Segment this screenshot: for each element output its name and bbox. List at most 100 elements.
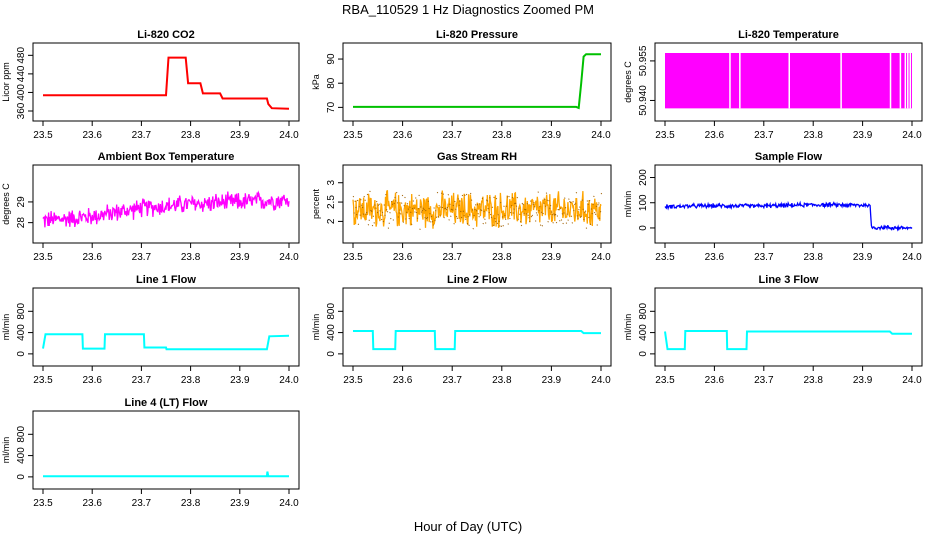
panel-data [353,53,601,110]
y-tick-label: 90 [326,53,337,65]
panel-pressure: Li-820 Pressure kPa 23.5 23.6 23.7 23.8 23.9 24… [311,29,612,141]
panel-title: Li-820 Pressure [436,29,518,41]
series-line-RH [352,190,602,229]
x-tick-label: 23.9 [853,375,873,386]
panel-line1: Line 1 Flow ml/min 23.5 23.6 23.7 23.8 23.9 24.… [1,274,300,386]
x-tick-label: 23.7 [132,252,152,263]
x-tick-label: 24.0 [591,130,611,141]
x-tick-label: 23.6 [82,252,102,263]
x-tick-label: 23.7 [442,252,462,263]
x-tick-label: 23.5 [343,252,363,263]
panel-frame [654,287,923,367]
panel-title: Li-820 CO2 [137,29,194,41]
panel-data [664,200,913,232]
y-tick-label: 29 [16,196,27,208]
panel-ylabel: degrees C [1,183,11,225]
y-tick-label: 0 [638,351,649,357]
panel-frame [32,410,300,490]
panel-title: Line 4 (LT) Flow [125,397,208,409]
x-tick-label: 23.9 [542,130,562,141]
y-tick-label: 800 [326,303,337,320]
series-line-Ambient [42,190,290,228]
series-line-Line4 [43,471,289,478]
panel-title: Ambient Box Temperature [98,151,235,163]
x-tick-label: 23.8 [492,252,512,263]
x-tick-label: 23.8 [181,375,201,386]
x-tick-label: 23.5 [655,130,675,141]
x-tick-label: 23.9 [230,252,250,263]
band-gap-1 [739,53,741,109]
band-gap-4 [889,53,892,109]
panel-ylabel: degrees C [623,61,633,103]
panel-data [43,471,289,478]
x-tick-label: 23.6 [705,252,725,263]
x-tick-label: 24.0 [902,252,922,263]
x-tick-label: 23.7 [754,252,774,263]
x-tick-label: 23.9 [542,252,562,263]
band-gap-5 [899,53,902,109]
band-gap-2 [788,53,790,109]
x-tick-label: 23.9 [853,130,873,141]
y-tick-label: 800 [16,303,27,320]
x-tick-label: 23.5 [343,130,363,141]
x-tick-label: 23.6 [82,130,102,141]
x-tick-label: 23.5 [33,375,53,386]
y-tick-label: 400 [326,324,337,341]
series-line-Line3 [664,330,912,351]
panel-ylabel: ml/min [623,191,633,218]
series-line-Pressure [353,53,601,110]
figure-title: RBA_110529 1 Hz Diagnostics Zoomed PM [342,2,594,17]
x-tick-label: 23.6 [82,375,102,386]
y-tick-label: 0 [16,351,27,357]
x-tick-label: 23.9 [230,130,250,141]
x-tick-label: 23.9 [230,498,250,509]
x-tick-label: 24.0 [279,375,299,386]
panel-ambient: Ambient Box Temperature degrees C 23.5 23.6… [1,151,300,263]
x-tick-label: 23.5 [33,130,53,141]
x-tick-label: 23.7 [132,130,152,141]
x-tick-label: 23.6 [393,130,413,141]
x-tick-label: 24.0 [902,375,922,386]
panel-frame [32,164,300,244]
panel-title: Line 3 Flow [759,274,819,286]
series-points-RH [352,190,603,230]
y-tick-label: 400 [638,324,649,341]
x-tick-label: 23.8 [803,130,823,141]
panel-frame [342,287,612,367]
x-tick-label: 23.5 [655,375,675,386]
y-tick-label: 360 [16,102,27,119]
panel-data [353,330,601,351]
panel-frame [654,42,923,122]
x-tick-label: 23.5 [655,252,675,263]
y-tick-label: 400 [16,84,27,101]
band-gap-6 [904,53,907,109]
band-gap-3 [840,53,842,109]
x-tick-label: 24.0 [279,498,299,509]
panel-data [42,190,290,228]
y-tick-label: 480 [16,47,27,64]
panel-data [42,333,290,351]
x-tick-label: 23.5 [33,498,53,509]
x-tick-label: 23.8 [181,252,201,263]
y-tick-label: 0 [638,225,649,231]
x-tick-label: 23.7 [442,375,462,386]
x-tick-label: 23.5 [343,375,363,386]
panel-ylabel: kPa [311,74,321,90]
panel-ylabel: ml/min [1,437,11,464]
x-tick-label: 24.0 [279,130,299,141]
x-tick-label: 23.7 [132,498,152,509]
x-tick-label: 23.8 [492,130,512,141]
x-tick-label: 23.9 [542,375,562,386]
x-tick-label: 23.7 [754,375,774,386]
y-tick-label: 2.5 [326,195,337,209]
y-tick-label: 100 [638,194,649,211]
x-tick-label: 24.0 [591,252,611,263]
y-tick-label: 70 [326,101,337,113]
series-line-Sample [664,200,913,232]
figure-xlabel: Hour of Day (UTC) [414,519,522,534]
panel-ylabel: ml/min [1,314,11,341]
x-tick-label: 23.6 [393,252,413,263]
panel-ylabel: ml/min [311,314,321,341]
band-gap-8 [909,53,912,109]
